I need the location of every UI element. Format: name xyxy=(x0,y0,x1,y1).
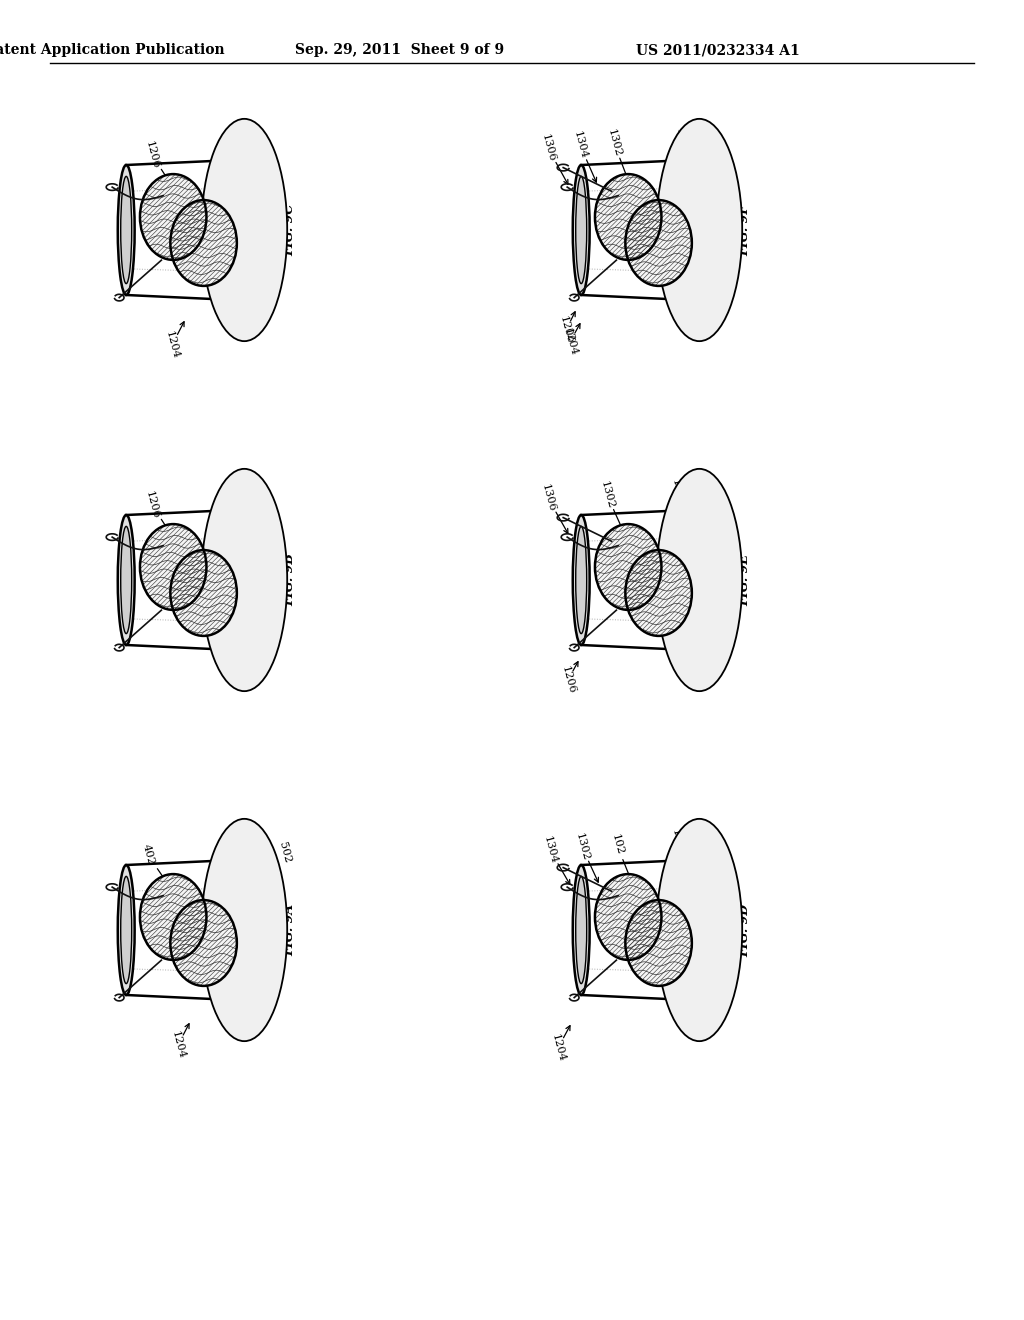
Text: FIG. 9B: FIG. 9B xyxy=(283,553,296,606)
Ellipse shape xyxy=(572,165,590,294)
Ellipse shape xyxy=(572,865,590,995)
Ellipse shape xyxy=(665,135,733,326)
Ellipse shape xyxy=(656,469,742,692)
Text: 1204: 1204 xyxy=(170,1030,186,1060)
Ellipse shape xyxy=(684,524,715,636)
Ellipse shape xyxy=(118,165,134,294)
Ellipse shape xyxy=(121,527,132,634)
Ellipse shape xyxy=(210,135,279,326)
Ellipse shape xyxy=(228,173,260,286)
Ellipse shape xyxy=(121,177,132,284)
Ellipse shape xyxy=(595,174,662,260)
Text: FIG. 9E: FIG. 9E xyxy=(738,554,751,606)
Text: 1204: 1204 xyxy=(164,330,180,360)
Ellipse shape xyxy=(626,201,692,286)
Text: US 2011/0232334 A1: US 2011/0232334 A1 xyxy=(636,44,800,57)
Ellipse shape xyxy=(675,154,724,306)
Ellipse shape xyxy=(626,550,692,636)
Ellipse shape xyxy=(572,515,590,645)
Ellipse shape xyxy=(675,854,724,1006)
Ellipse shape xyxy=(595,524,662,610)
Text: FIG. 9D: FIG. 9D xyxy=(738,903,751,957)
Ellipse shape xyxy=(656,119,742,341)
Text: 1206: 1206 xyxy=(557,315,574,345)
Ellipse shape xyxy=(170,550,237,636)
Ellipse shape xyxy=(219,504,269,656)
Ellipse shape xyxy=(170,201,237,286)
Text: 1206: 1206 xyxy=(143,490,161,520)
Text: 1202: 1202 xyxy=(674,127,690,157)
Text: FIG. 9F: FIG. 9F xyxy=(738,205,751,256)
Ellipse shape xyxy=(575,876,587,983)
Ellipse shape xyxy=(575,527,587,634)
Ellipse shape xyxy=(140,524,207,610)
Ellipse shape xyxy=(219,854,269,1006)
Text: 1206: 1206 xyxy=(143,140,161,170)
Ellipse shape xyxy=(684,173,715,286)
Ellipse shape xyxy=(202,818,287,1041)
Ellipse shape xyxy=(228,524,260,636)
Text: 1302: 1302 xyxy=(598,480,615,510)
Text: 1302: 1302 xyxy=(605,128,623,158)
Ellipse shape xyxy=(656,818,742,1041)
Ellipse shape xyxy=(595,874,662,960)
Text: 1304: 1304 xyxy=(571,129,589,160)
Ellipse shape xyxy=(170,900,237,986)
Ellipse shape xyxy=(626,900,692,986)
Text: 1206: 1206 xyxy=(559,665,577,696)
Ellipse shape xyxy=(118,865,134,995)
Text: 1306: 1306 xyxy=(540,133,556,164)
Ellipse shape xyxy=(675,504,724,656)
Ellipse shape xyxy=(210,834,279,1026)
Text: 1202: 1202 xyxy=(219,837,237,867)
Text: 502: 502 xyxy=(278,841,293,865)
Ellipse shape xyxy=(210,484,279,676)
Text: 1202: 1202 xyxy=(219,487,237,517)
Text: FIG. 9A: FIG. 9A xyxy=(283,904,296,956)
Ellipse shape xyxy=(140,874,207,960)
Text: FIG. 9C: FIG. 9C xyxy=(283,203,296,256)
Ellipse shape xyxy=(121,876,132,983)
Text: 402: 402 xyxy=(140,843,156,867)
Text: 1204: 1204 xyxy=(561,327,579,356)
Text: 1302: 1302 xyxy=(573,832,591,862)
Ellipse shape xyxy=(202,469,287,692)
Ellipse shape xyxy=(118,515,134,645)
Text: Sep. 29, 2011  Sheet 9 of 9: Sep. 29, 2011 Sheet 9 of 9 xyxy=(296,44,505,57)
Ellipse shape xyxy=(219,154,269,306)
Ellipse shape xyxy=(665,484,733,676)
Text: Patent Application Publication: Patent Application Publication xyxy=(0,44,225,57)
Text: 1306: 1306 xyxy=(540,483,556,513)
Text: 1202: 1202 xyxy=(219,137,237,168)
Ellipse shape xyxy=(684,874,715,986)
Text: 102: 102 xyxy=(609,833,625,857)
Ellipse shape xyxy=(575,177,587,284)
Text: 1202: 1202 xyxy=(670,478,686,508)
Ellipse shape xyxy=(202,119,287,341)
Text: 1304: 1304 xyxy=(542,836,558,865)
Ellipse shape xyxy=(228,874,260,986)
Text: 1204: 1204 xyxy=(550,1034,566,1063)
Ellipse shape xyxy=(665,834,733,1026)
Text: 1202: 1202 xyxy=(670,828,686,858)
Ellipse shape xyxy=(140,174,207,260)
